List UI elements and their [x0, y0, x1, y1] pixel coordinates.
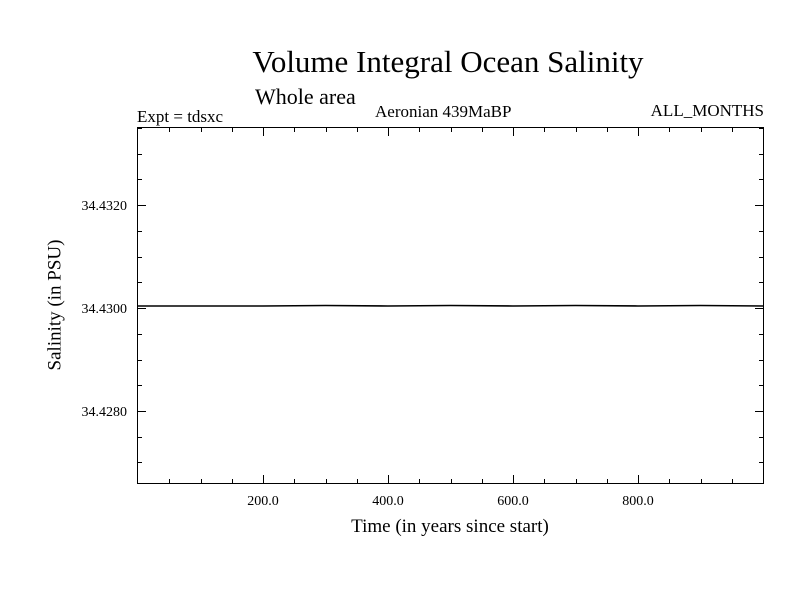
y-tick-label: 34.4320 [82, 199, 128, 214]
x-axis-label: Time (in years since start) [351, 516, 549, 537]
y-tick-label: 34.4280 [82, 405, 128, 420]
series-line [138, 304, 764, 307]
y-tick-label: 34.4300 [82, 302, 128, 317]
series-group [138, 304, 764, 307]
experiment-label: Expt = tdsxc [137, 107, 224, 126]
axis-ticks [138, 128, 763, 483]
x-tick-label: 800.0 [622, 494, 654, 509]
x-tick-label: 400.0 [372, 494, 404, 509]
tick-labels: 200.0 400.0 600.0 800.0 34.4280 34.4300 34.432… [82, 199, 654, 509]
period-label: Aeronian 439MaBP [375, 102, 512, 121]
x-tick-label: 600.0 [497, 494, 529, 509]
x-tick-label: 200.0 [247, 494, 279, 509]
chart-subtitle: Whole area [255, 84, 356, 109]
chart-title: Volume Integral Ocean Salinity [252, 44, 644, 79]
months-label: ALL_MONTHS [650, 101, 764, 120]
plot-frame [137, 127, 764, 484]
